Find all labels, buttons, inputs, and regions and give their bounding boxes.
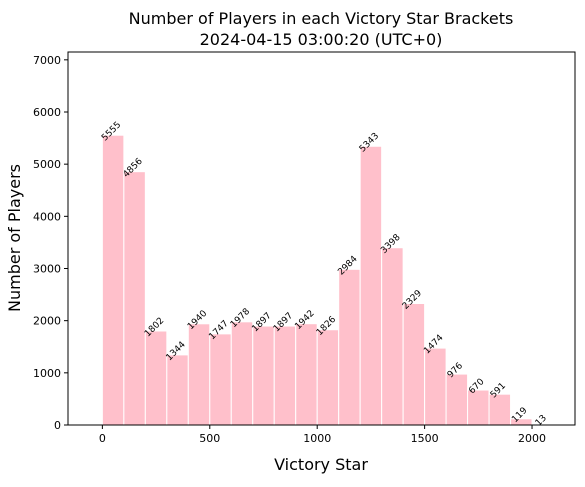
bar	[467, 389, 490, 426]
bar	[123, 171, 146, 426]
y-tick-label: 1000	[33, 367, 61, 380]
y-tick-label: 2000	[33, 315, 61, 328]
bar	[424, 347, 447, 426]
bar	[144, 330, 168, 426]
y-axis-label: Number of Players	[5, 164, 24, 312]
data-label: 13	[534, 413, 549, 428]
y-tick-label: 5000	[33, 158, 61, 171]
bar	[101, 134, 125, 426]
x-tick-label: 0	[99, 432, 106, 445]
y-tick-label: 0	[54, 419, 61, 432]
bar	[295, 323, 318, 426]
bar	[381, 247, 404, 426]
bar	[166, 354, 189, 426]
y-tick-label: 6000	[33, 106, 61, 119]
bar	[252, 325, 275, 426]
plot-frame	[67, 51, 576, 426]
bar	[445, 373, 469, 426]
bar	[187, 323, 211, 426]
bar	[316, 329, 340, 426]
chart-title: Number of Players in each Victory Star B…	[129, 9, 514, 28]
y-tick-label: 3000	[33, 262, 61, 275]
x-tick-label: 500	[199, 432, 220, 445]
x-axis-label: Victory Star	[274, 455, 368, 474]
x-tick-label: 1000	[303, 432, 331, 445]
y-tick-label: 4000	[33, 210, 61, 223]
bar	[488, 393, 512, 426]
x-tick-label: 2000	[518, 432, 546, 445]
chart-subtitle: 2024-04-15 03:00:20 (UTC+0)	[200, 30, 443, 49]
bar	[209, 333, 232, 426]
bar	[230, 321, 254, 426]
y-tick-label: 7000	[33, 54, 61, 67]
bar	[273, 325, 297, 426]
bar	[359, 145, 383, 426]
bar	[402, 303, 426, 426]
bar	[338, 268, 361, 426]
x-tick-label: 1500	[411, 432, 439, 445]
